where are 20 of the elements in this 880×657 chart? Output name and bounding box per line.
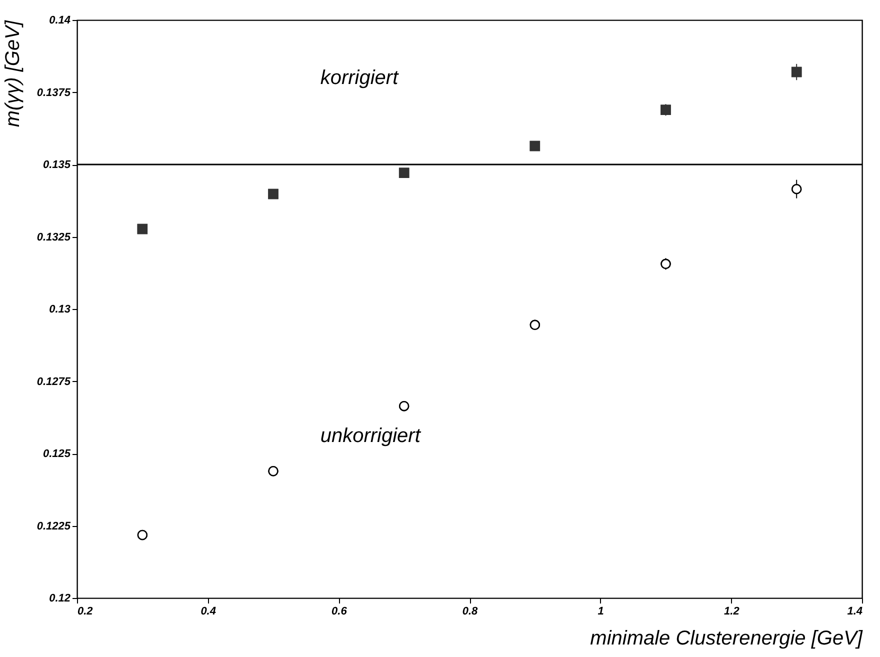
x-tick-label: 0.4	[200, 606, 216, 618]
annotation: unkorrigiert	[320, 425, 422, 448]
annotation: korrigiert	[320, 66, 400, 89]
x-tick-label: 1.4	[847, 606, 862, 618]
x-tick-label: 0.8	[462, 606, 479, 618]
x-tick-label: 1.2	[724, 606, 740, 618]
y-tick-label: 0.1275	[36, 376, 72, 388]
y-tick-label: 0.1325	[36, 231, 72, 244]
y-tick-label: 0.1225	[36, 520, 72, 532]
y-tick-label: 0.14	[49, 14, 70, 26]
x-tick-label: 0.6	[332, 606, 348, 618]
y-tick-label: 0.12	[49, 592, 70, 604]
y-axis-title: m(γγ) [GeV]	[2, 20, 24, 128]
x-axis-title: minimale Clusterenergie [GeV]	[590, 628, 863, 650]
y-tick-label: 0.125	[42, 448, 72, 460]
y-tick-label: 0.1375	[36, 86, 72, 99]
y-tick-label: 0.13	[49, 304, 70, 316]
x-tick-label: 0.2	[78, 606, 93, 618]
x-tick-label: 1	[598, 606, 604, 618]
y-tick-label: 0.135	[42, 159, 72, 171]
